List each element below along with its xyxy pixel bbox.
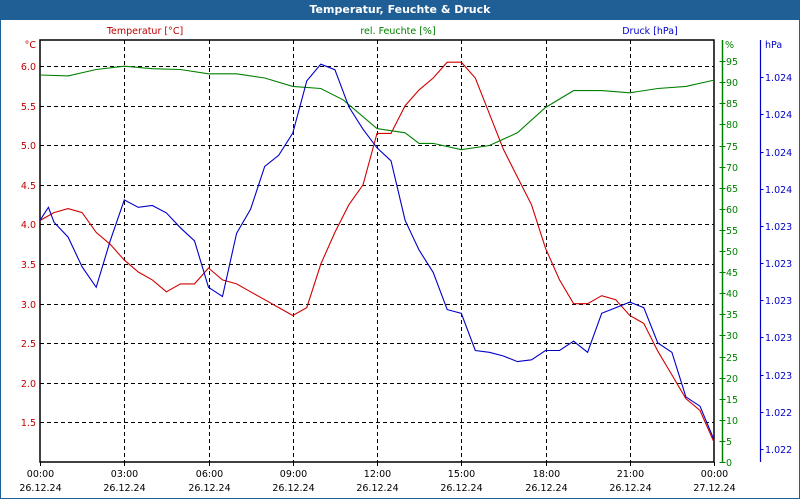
- pressure-tick-label: 1.024: [765, 185, 792, 196]
- temperature-tick-label: 3.5: [21, 260, 36, 271]
- humidity-tick-label: 85: [726, 99, 738, 110]
- humidity-tick-label: 65: [726, 184, 738, 195]
- humidity-tick-label: 40: [726, 289, 738, 300]
- chart-title: Temperatur, Feuchte & Druck: [0, 0, 800, 20]
- humidity-tick-label: 35: [726, 310, 738, 321]
- x-tick-time: 00:00: [27, 469, 54, 480]
- pressure-tick-label: 1.023: [765, 333, 792, 344]
- temperature-tick-label: 4.5: [21, 181, 36, 192]
- x-tick-date: 26.12.24: [188, 483, 230, 494]
- x-tick-time: 00:00: [701, 469, 728, 480]
- temperature-tick-label: 2.0: [21, 379, 36, 390]
- x-tick-date: 26.12.24: [19, 483, 61, 494]
- legend-temperature: Temperatur [°C]: [106, 26, 183, 37]
- legend-humidity: rel. Feuchte [%]: [360, 26, 435, 37]
- temperature-tick-label: 5.0: [21, 141, 36, 152]
- temperature-tick-label: 1.5: [21, 418, 36, 429]
- humidity-tick-label: 15: [726, 395, 738, 406]
- x-tick-time: 15:00: [448, 469, 475, 480]
- humidity-tick-label: 75: [726, 142, 738, 153]
- humidity-tick-label: 55: [726, 226, 738, 237]
- grid: [39, 39, 715, 463]
- pressure-unit-label: hPa: [765, 40, 782, 51]
- pressure-tick-label: 1.024: [765, 110, 792, 121]
- pressure-tick-label: 1.023: [765, 296, 792, 307]
- x-tick-time: 12:00: [364, 469, 391, 480]
- series-line-temperature: [39, 61, 715, 443]
- temperature-unit-label: °C: [25, 40, 37, 51]
- humidity-tick-label: 90: [726, 78, 738, 89]
- pressure-tick-label: 1.024: [765, 73, 792, 84]
- x-tick-date: 26.12.24: [525, 483, 567, 494]
- series: [39, 61, 715, 443]
- series-line-pressure: [39, 63, 715, 440]
- temperature-tick-label: 2.5: [21, 339, 36, 350]
- humidity-tick-label: 50: [726, 247, 738, 258]
- x-tick-date: 26.12.24: [272, 483, 314, 494]
- x-tick-date: 26.12.24: [103, 483, 145, 494]
- pressure-tick-label: 1.023: [765, 259, 792, 270]
- temperature-tick-label: 6.0: [21, 62, 36, 73]
- x-tick-time: 18:00: [533, 469, 560, 480]
- x-tick-time: 06:00: [196, 469, 223, 480]
- x-tick-time: 09:00: [280, 469, 307, 480]
- humidity-tick-label: 5: [726, 437, 732, 448]
- pressure-tick-label: 1.024: [765, 148, 792, 159]
- pressure-tick-label: 1.022: [765, 408, 792, 419]
- pressure-tick-label: 1.022: [765, 445, 792, 456]
- x-tick-date: 26.12.24: [356, 483, 398, 494]
- humidity-tick-label: 80: [726, 120, 738, 131]
- x-tick-date: 27.12.24: [693, 483, 735, 494]
- x-tick-date: 26.12.24: [440, 483, 482, 494]
- pressure-tick-label: 1.023: [765, 222, 792, 233]
- axes: 00:00 26.12.24 03:00 26.12.24 06:00 26.12.24 0…: [19, 40, 792, 494]
- humidity-unit-label: %: [725, 40, 734, 51]
- legend-pressure: Druck [hPa]: [622, 26, 678, 37]
- humidity-tick-label: 30: [726, 331, 738, 342]
- humidity-tick-label: 20: [726, 374, 738, 385]
- humidity-tick-label: 60: [726, 205, 738, 216]
- x-tick-time: 03:00: [111, 469, 138, 480]
- humidity-tick-label: 10: [726, 416, 738, 427]
- pressure-tick-label: 1.023: [765, 371, 792, 382]
- series-line-humidity: [39, 65, 715, 151]
- humidity-tick-label: 95: [726, 57, 738, 68]
- x-tick-time: 21:00: [617, 469, 644, 480]
- humidity-tick-label: 0: [726, 458, 732, 469]
- temperature-tick-label: 3.0: [21, 300, 36, 311]
- temperature-tick-label: 4.0: [21, 220, 36, 231]
- humidity-tick-label: 25: [726, 353, 738, 364]
- humidity-tick-label: 70: [726, 163, 738, 174]
- x-tick-date: 26.12.24: [609, 483, 651, 494]
- humidity-tick-label: 45: [726, 268, 738, 279]
- temperature-tick-label: 5.5: [21, 102, 36, 113]
